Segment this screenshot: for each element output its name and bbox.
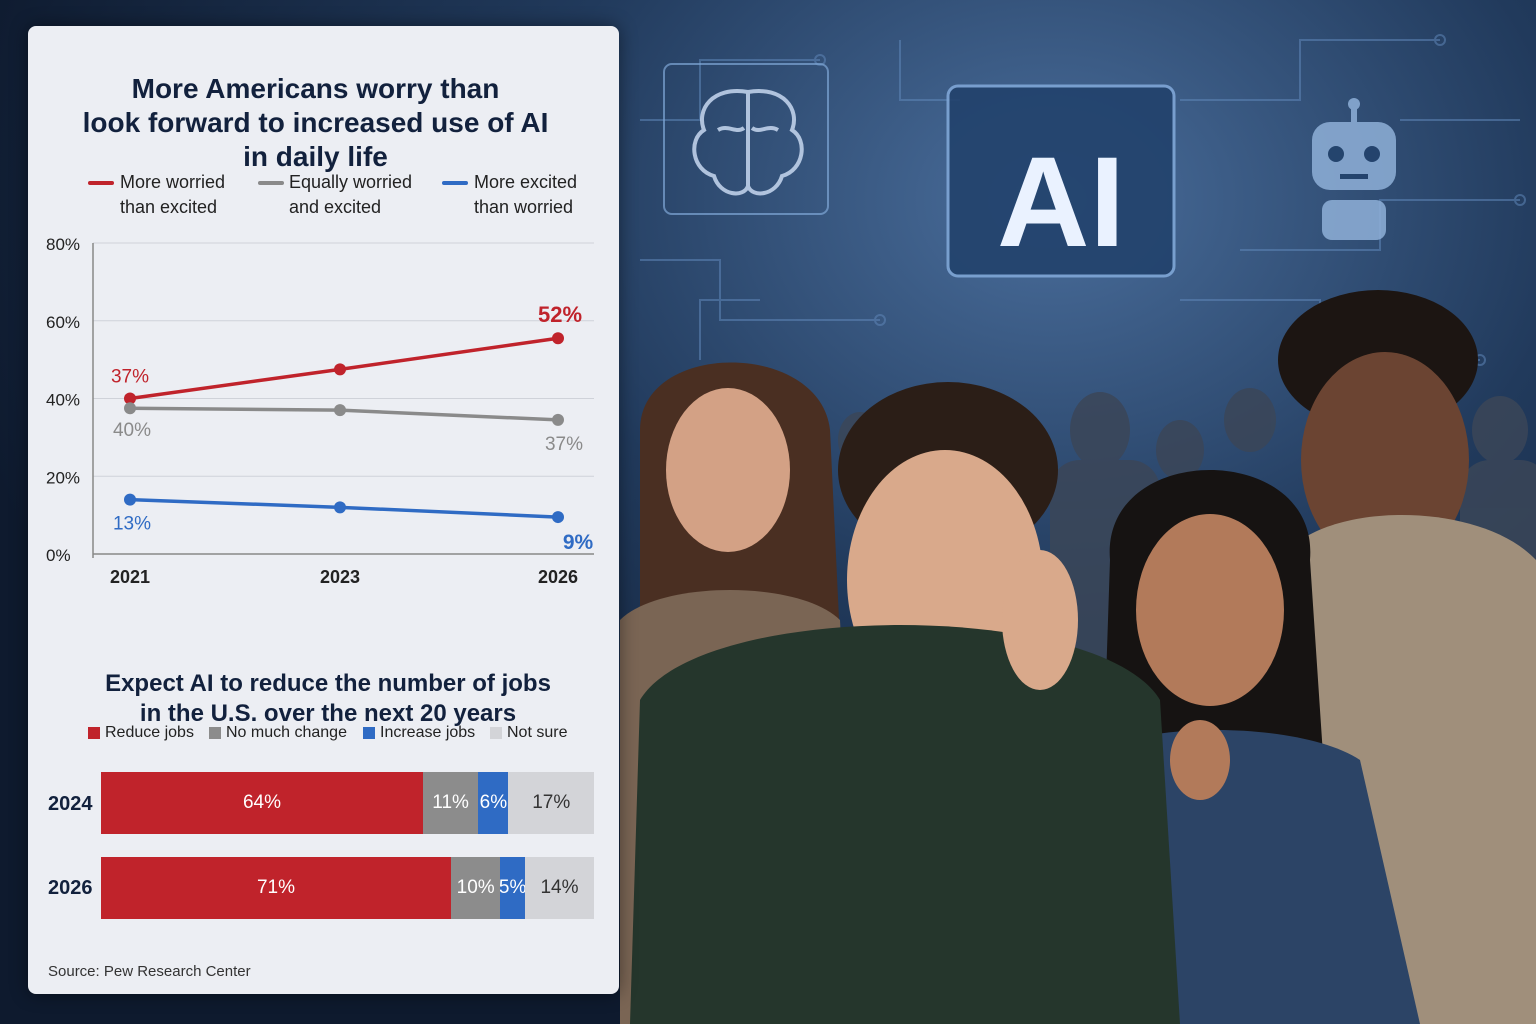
line-chart-title: More Americans worry than look forward t… bbox=[28, 72, 603, 174]
data-point bbox=[552, 413, 564, 426]
y-tick-label: 40% bbox=[46, 391, 80, 410]
y-tick-label: 20% bbox=[46, 468, 80, 487]
data-point bbox=[334, 501, 346, 514]
data-label: 9% bbox=[563, 531, 594, 554]
legend-label-notsure: Not sure bbox=[507, 724, 568, 741]
legend-item-equal: Equally worried and excited bbox=[289, 170, 412, 220]
legend-swatch-worried bbox=[88, 181, 114, 185]
legend-label: than worried bbox=[474, 197, 574, 217]
bar-segment-reduce: 64% bbox=[101, 772, 423, 834]
data-label: 52% bbox=[538, 302, 582, 327]
legend-label: Equally worried bbox=[289, 172, 413, 192]
data-point bbox=[334, 363, 346, 376]
y-tick-label: 0% bbox=[46, 546, 71, 565]
source-note: Source: Pew Research Center bbox=[48, 963, 251, 980]
person-center bbox=[630, 382, 1180, 1024]
line-chart-title-line: in daily life bbox=[243, 141, 388, 172]
data-point bbox=[124, 493, 136, 506]
legend-swatch-reduce bbox=[88, 727, 100, 739]
bar-chart-title-line: Expect AI to reduce the number of jobs bbox=[105, 670, 551, 697]
x-tick-label: 2026 bbox=[538, 567, 578, 587]
stacked-bar-2024: 64% 11% 6% 17% bbox=[101, 772, 594, 834]
bar-category-label: 2024 bbox=[48, 793, 93, 815]
legend-swatch-nochange bbox=[209, 727, 221, 739]
x-tick-label: 2023 bbox=[320, 567, 360, 587]
legend-label: More excited bbox=[474, 172, 578, 192]
data-label: 37% bbox=[545, 434, 583, 455]
ai-chip bbox=[946, 84, 1176, 278]
legend-swatch-excited bbox=[442, 181, 468, 185]
line-chart: 80% 60% 40% 20% 0% 2021 2023 2026 37% 52% 40% 37% 13… bbox=[46, 235, 594, 587]
data-point bbox=[124, 392, 136, 405]
bar-segment-increase: 5% bbox=[500, 857, 525, 919]
bar-segment-reduce: 71% bbox=[101, 857, 452, 919]
legend-label-nochange: No much change bbox=[226, 724, 347, 741]
x-tick-label: 2021 bbox=[110, 567, 150, 587]
bar-segment-notsure: 14% bbox=[524, 857, 594, 919]
y-tick-label: 60% bbox=[46, 313, 80, 332]
bar-segment-nochange: 10% bbox=[451, 857, 501, 919]
bar-segment-nochange: 11% bbox=[422, 772, 479, 834]
data-point bbox=[552, 511, 564, 524]
line-chart-title-line: look forward to increased use of AI bbox=[82, 107, 549, 138]
legend-swatch-notsure bbox=[490, 727, 502, 739]
brain-icon bbox=[692, 89, 804, 196]
ai-chip-text: AI bbox=[997, 131, 1125, 274]
chart-panel: More Americans worry than look forward t… bbox=[28, 26, 619, 994]
robot-icon bbox=[1312, 98, 1396, 240]
legend-label-increase: Increase jobs bbox=[380, 724, 476, 741]
legend-label: than excited bbox=[120, 197, 218, 217]
data-point bbox=[124, 402, 136, 415]
legend-swatch-equal bbox=[258, 181, 284, 185]
data-label: 40% bbox=[113, 420, 151, 441]
y-tick-label: 80% bbox=[46, 235, 80, 254]
bar-chart-title: Expect AI to reduce the number of jobs i… bbox=[28, 669, 628, 729]
bar-segment-notsure: 17% bbox=[508, 772, 594, 834]
legend-label-reduce: Reduce jobs bbox=[105, 724, 194, 741]
legend-label: and excited bbox=[289, 197, 382, 217]
bar-chart-title-line: in the U.S. over the next 20 years bbox=[139, 700, 517, 727]
data-label: 13% bbox=[113, 514, 151, 535]
legend-label: More worried bbox=[120, 172, 226, 192]
stacked-bar-2026: 71% 10% 5% 14% bbox=[101, 857, 594, 919]
legend-item-worried: More worried than excited bbox=[120, 170, 225, 220]
bar-segment-increase: 6% bbox=[478, 772, 509, 834]
data-point bbox=[334, 404, 346, 417]
legend-item-excited: More excited than worried bbox=[474, 170, 577, 220]
line-chart-title-line: More Americans worry than bbox=[131, 73, 500, 104]
bar-category-label: 2026 bbox=[48, 877, 93, 899]
legend-swatch-increase bbox=[363, 727, 375, 739]
data-label: 37% bbox=[111, 367, 149, 388]
data-point bbox=[552, 332, 564, 345]
brain-icon-frame bbox=[663, 63, 829, 215]
